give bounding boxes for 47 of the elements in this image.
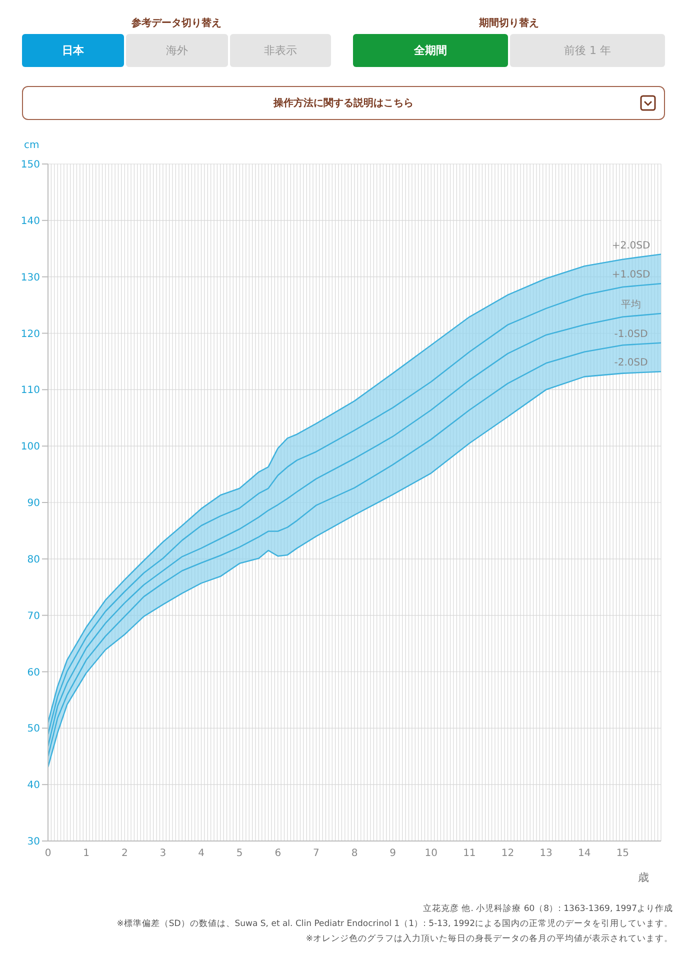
y-axis-title: cm bbox=[24, 140, 40, 151]
x-tick-label: 6 bbox=[274, 848, 282, 860]
x-tick-label: 3 bbox=[160, 848, 166, 860]
x-axis-title: 歳 bbox=[638, 870, 649, 885]
x-tick-label: 14 bbox=[578, 848, 591, 860]
series-label: +1.0SD bbox=[612, 270, 650, 281]
x-tick-label: 0 bbox=[44, 848, 52, 860]
y-tick-label: 80 bbox=[27, 554, 40, 566]
y-tick-label: 90 bbox=[27, 498, 40, 510]
y-tick-label: 40 bbox=[27, 780, 40, 792]
x-tick-label: 8 bbox=[351, 848, 358, 860]
text: 参考データ切り替え bbox=[130, 16, 222, 30]
text: 操作方法に関する説明はこちら bbox=[22, 86, 665, 120]
x-tick-label: 11 bbox=[463, 848, 476, 860]
text: ※オレンジ色のグラフは入力頂いた毎日の身長データの各月の平均値が表示されています。 bbox=[304, 933, 673, 946]
x-tick-label: 13 bbox=[540, 848, 552, 860]
text: 海外 bbox=[126, 34, 228, 67]
x-tick-label: 7 bbox=[313, 848, 320, 860]
text: 期間切り替え bbox=[478, 16, 540, 30]
y-tick-label: 100 bbox=[20, 442, 40, 453]
series-label: -1.0SD bbox=[614, 328, 648, 340]
y-tick-label: 130 bbox=[20, 272, 40, 284]
y-tick-label: 70 bbox=[27, 610, 40, 622]
y-tick-label: 110 bbox=[20, 385, 40, 396]
series-label: 平均 bbox=[621, 298, 641, 311]
x-tick-label: 15 bbox=[616, 848, 630, 860]
x-tick-label: 1 bbox=[83, 848, 90, 860]
text: 日本 bbox=[22, 34, 124, 67]
y-tick-label: 120 bbox=[20, 328, 40, 340]
y-tick-label: 30 bbox=[27, 836, 40, 848]
x-tick-label: 12 bbox=[501, 848, 514, 860]
text: 非表示 bbox=[230, 34, 331, 67]
y-tick-label: 150 bbox=[20, 160, 40, 171]
x-tick-label: 9 bbox=[390, 848, 396, 860]
text: 前後 1 年 bbox=[510, 34, 665, 67]
series-label: -2.0SD bbox=[614, 358, 648, 369]
x-tick-label: 2 bbox=[121, 848, 128, 860]
y-tick-label: 50 bbox=[27, 724, 40, 735]
x-tick-label: 10 bbox=[424, 848, 438, 860]
text: 全期間 bbox=[353, 34, 508, 67]
x-tick-label: 4 bbox=[198, 848, 204, 860]
text: ※標準偏差（SD）の数値は、Suwa S, et al. Clin Pediatr Endocrinol 1（1）: 5-13, 1992による国内の正常児のデータを引用しています。 bbox=[116, 918, 673, 931]
x-tick-label: 5 bbox=[236, 848, 243, 860]
y-tick-label: 60 bbox=[27, 667, 40, 678]
text: 立花克彦 他. 小児科診療 60（8）: 1363-1369, 1997より作成 bbox=[422, 902, 673, 916]
series-label: +2.0SD bbox=[612, 240, 650, 252]
y-tick-label: 140 bbox=[20, 216, 40, 227]
